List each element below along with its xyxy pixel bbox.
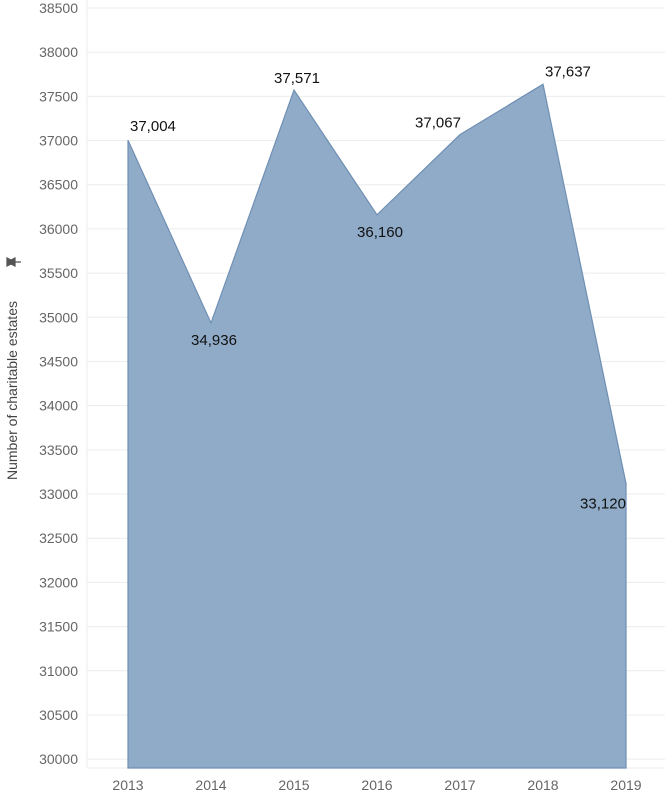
area-fill [127,83,627,769]
y-tick-label: 32500 [39,530,78,546]
y-tick-label: 32000 [39,574,78,590]
data-label-2017: 37,067 [415,115,461,132]
y-tick-label: 33500 [39,442,78,458]
x-tick-label: 2017 [444,777,475,793]
y-tick-label: 34000 [39,398,78,414]
y-tick-label: 35000 [39,309,78,325]
data-label-2013: 37,004 [130,118,176,135]
data-label-2019: 33,120 [580,495,626,512]
area-series [127,83,627,769]
y-tick-label: 30000 [39,751,78,767]
y-axis-ticks: 30000 30500 31000 31500 32000 32500 33000 33500… [39,0,78,767]
y-tick-label: 37500 [39,88,78,104]
y-tick-label: 33000 [39,486,78,502]
y-tick-label: 38500 [39,0,78,16]
y-tick-label: 34500 [39,353,78,369]
data-labels: 37,004 34,936 37,571 36,160 37,067 37,637 33,1… [130,63,626,512]
data-label-2015: 37,571 [274,70,320,87]
y-tick-label: 35500 [39,265,78,281]
y-axis-title: Number of charitable estates [4,257,21,480]
y-tick-label: 30500 [39,707,78,723]
x-tick-label: 2015 [278,777,309,793]
y-tick-label: 31000 [39,663,78,679]
x-tick-label: 2013 [112,777,143,793]
y-tick-label: 31500 [39,619,78,635]
y-axis-label: Number of charitable estates [4,301,20,480]
y-tick-label: 36000 [39,221,78,237]
data-label-2014: 34,936 [191,332,237,349]
x-tick-label: 2018 [527,777,558,793]
x-axis-ticks: 2013 2014 2015 2016 2017 2018 2019 [112,777,641,793]
data-label-2018: 37,637 [545,63,591,80]
data-label-2016: 36,160 [357,224,403,241]
y-tick-label: 38000 [39,44,78,60]
pin-icon [6,257,21,267]
x-tick-label: 2014 [195,777,226,793]
y-tick-label: 37000 [39,133,78,149]
x-tick-label: 2019 [610,777,641,793]
y-tick-label: 36500 [39,177,78,193]
x-tick-label: 2016 [361,777,392,793]
